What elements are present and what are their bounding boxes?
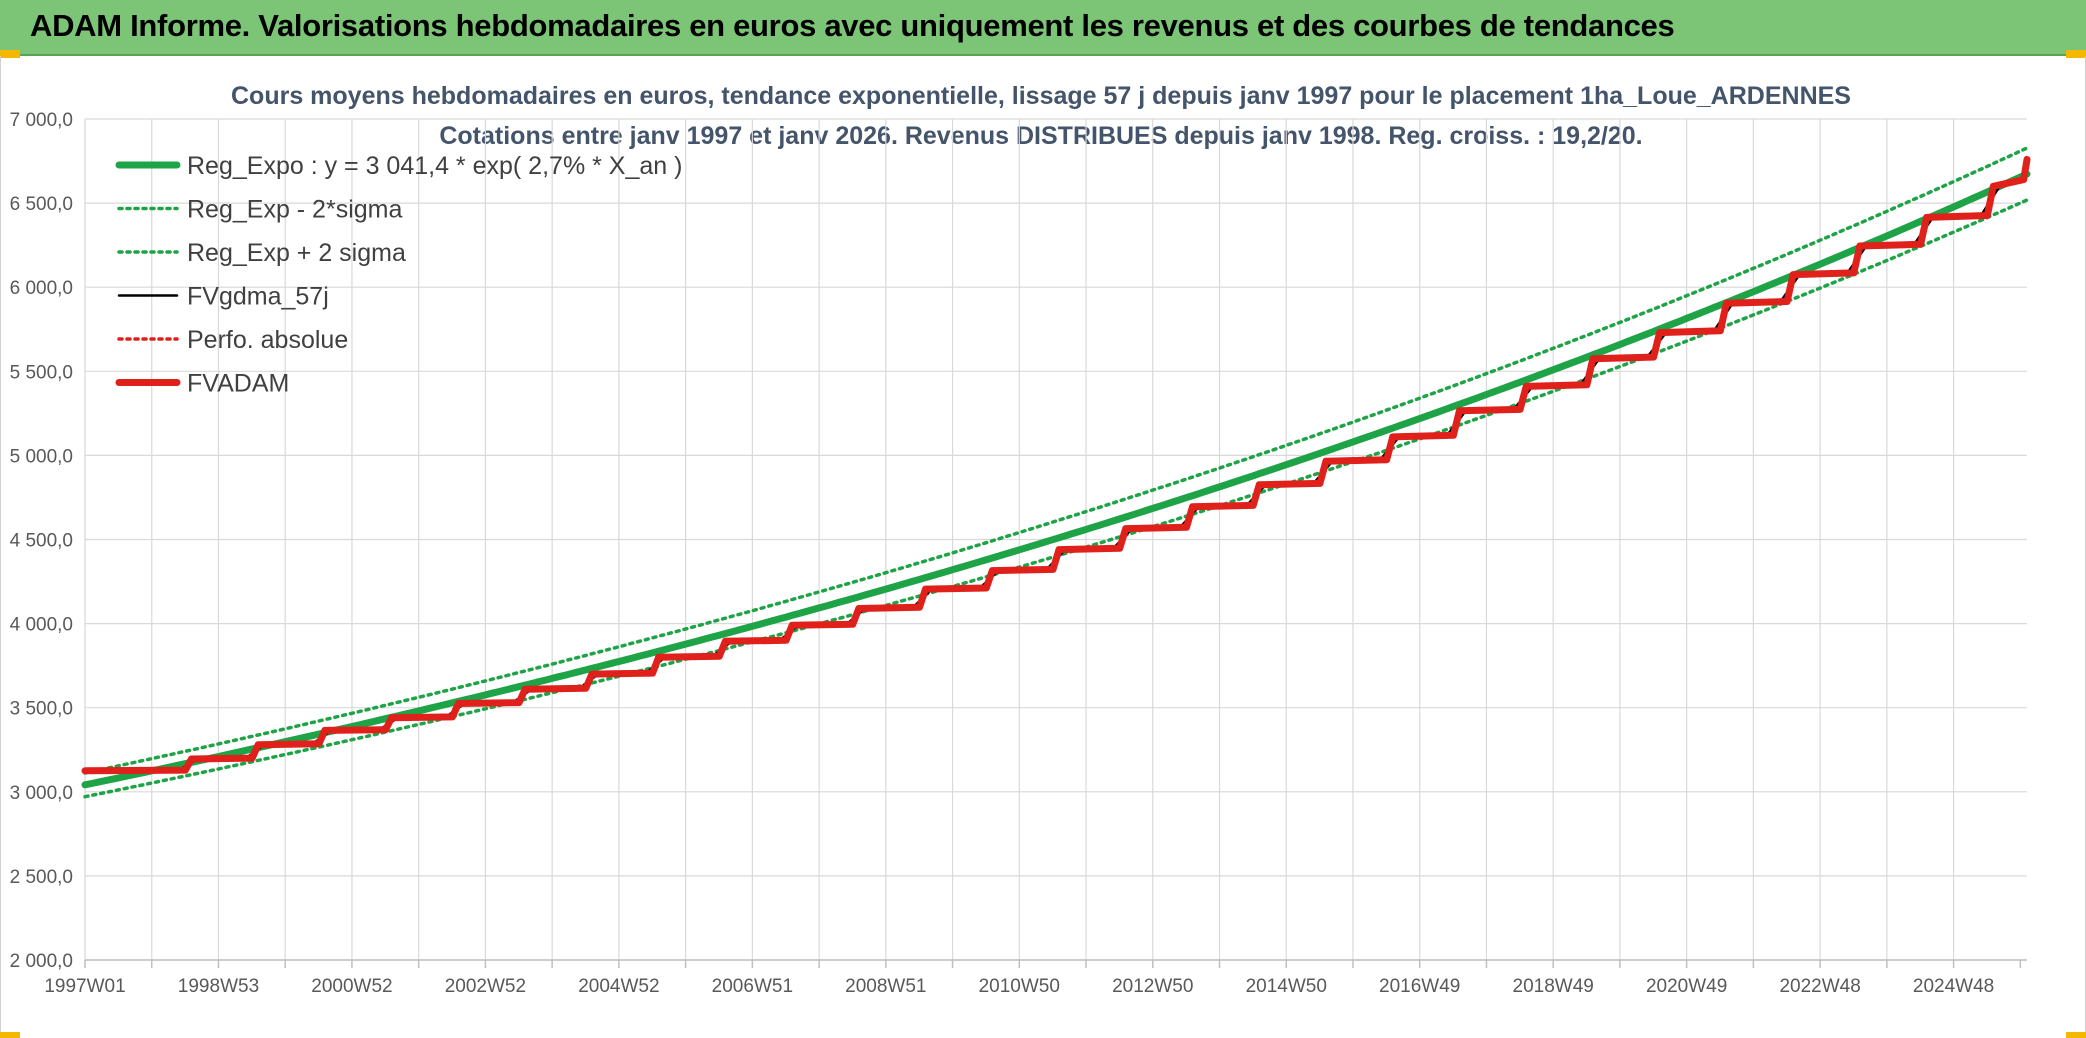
corner-marker bbox=[2066, 50, 2086, 58]
y-tick-label: 6 500,0 bbox=[10, 194, 73, 215]
y-tick-label: 5 000,0 bbox=[10, 446, 73, 467]
chart-title: Cours moyens hebdomadaires en euros, ten… bbox=[231, 82, 1851, 110]
report-banner: ADAM Informe. Valorisations hebdomadaire… bbox=[0, 0, 2086, 56]
y-tick-label: 6 000,0 bbox=[10, 278, 73, 299]
x-tick-label: 1997W01 bbox=[44, 976, 125, 997]
x-tick-label: 2022W48 bbox=[1779, 976, 1860, 997]
x-axis: 1997W01 1998W53 2000W52 2002W52 2004W52 2006W… bbox=[44, 976, 1994, 997]
corner-marker bbox=[2066, 1032, 2086, 1038]
y-tick-label: 4 000,0 bbox=[10, 615, 73, 636]
series-line bbox=[83, 146, 2029, 775]
x-tick-label: 2000W52 bbox=[311, 976, 392, 997]
y-tick-label: 2 500,0 bbox=[10, 867, 73, 888]
legend-label: Perfo. absolue bbox=[187, 326, 348, 354]
x-tick-label: 2002W52 bbox=[445, 976, 526, 997]
x-tick-label: 2008W51 bbox=[845, 976, 926, 997]
x-tick-label: 2006W51 bbox=[712, 976, 793, 997]
x-tick-label: 1998W53 bbox=[178, 976, 259, 997]
report-title: ADAM Informe. Valorisations hebdomadaire… bbox=[30, 8, 1675, 43]
y-tick-label: 2 000,0 bbox=[10, 951, 73, 972]
y-tick-label: 3 000,0 bbox=[10, 783, 73, 804]
corner-marker bbox=[0, 1032, 20, 1038]
plot-series bbox=[81, 146, 2031, 799]
legend-label: FVgdma_57j bbox=[187, 283, 329, 311]
y-tick-label: 3 500,0 bbox=[10, 699, 73, 720]
y-axis: 2 000,0 2 500,0 3 000,0 3 500,0 4 000,0 4 500… bbox=[10, 110, 73, 972]
x-tick-label: 2020W49 bbox=[1646, 976, 1727, 997]
x-tick-label: 2004W52 bbox=[578, 976, 659, 997]
x-tick-label: 2012W50 bbox=[1112, 976, 1193, 997]
x-tick-label: 2018W49 bbox=[1513, 976, 1594, 997]
chart-subtitle: Cotations entre janv 1997 et janv 2026. … bbox=[439, 122, 1642, 150]
series-line bbox=[81, 170, 2031, 789]
legend-label: FVADAM bbox=[187, 370, 289, 398]
chart-area: Cours moyens hebdomadaires en euros, ten… bbox=[0, 56, 2086, 1038]
line-chart: Cours moyens hebdomadaires en euros, ten… bbox=[10, 82, 2031, 997]
legend-label: Reg_Expo : y = 3 041,4 * exp( 2,7% * X_a… bbox=[187, 152, 682, 180]
x-tick-label: 2016W49 bbox=[1379, 976, 1460, 997]
chart-legend: Reg_Expo : y = 3 041,4 * exp( 2,7% * X_a… bbox=[115, 152, 682, 398]
y-tick-label: 7 000,0 bbox=[10, 110, 73, 131]
corner-marker bbox=[0, 50, 20, 58]
series-line bbox=[83, 157, 2029, 773]
y-tick-label: 4 500,0 bbox=[10, 531, 73, 552]
x-tick-label: 2010W50 bbox=[979, 976, 1060, 997]
x-tick-label: 2024W48 bbox=[1913, 976, 1994, 997]
legend-label: Reg_Exp - 2*sigma bbox=[187, 196, 402, 224]
y-tick-label: 5 500,0 bbox=[10, 362, 73, 383]
x-tick-label: 2014W50 bbox=[1246, 976, 1327, 997]
legend-label: Reg_Exp + 2 sigma bbox=[187, 239, 406, 267]
